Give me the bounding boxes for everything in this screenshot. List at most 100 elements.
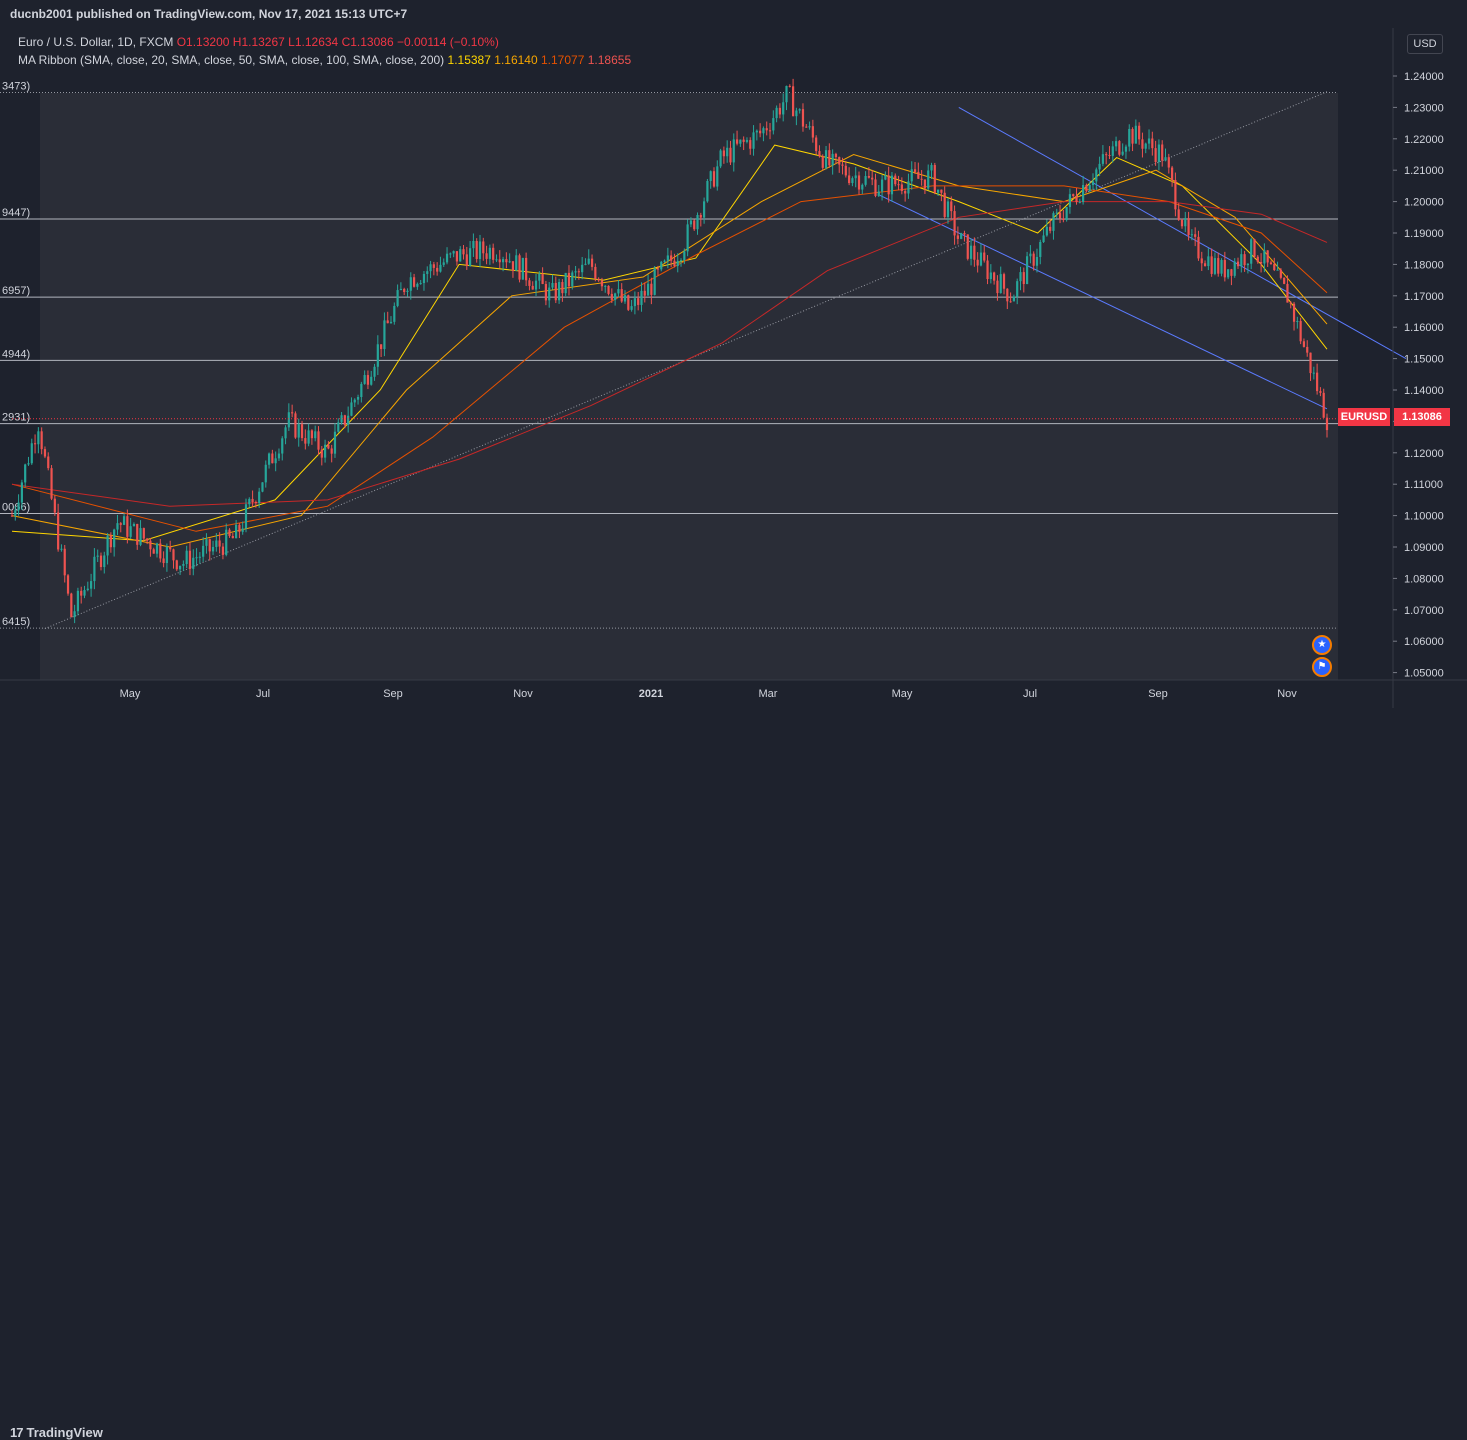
high-value: H1.13267 xyxy=(232,35,285,49)
candle-body xyxy=(986,260,989,280)
candle-body xyxy=(1114,141,1118,147)
price-tick-label: 1.21000 xyxy=(1404,165,1444,177)
time-tick-label: May xyxy=(120,688,141,700)
candle-body xyxy=(188,550,192,569)
candle-body xyxy=(1266,250,1269,263)
candle-body xyxy=(577,271,580,273)
candle-body xyxy=(185,550,188,565)
candle-body xyxy=(231,536,234,539)
candle-body xyxy=(1256,256,1259,262)
ma-ribbon-legend[interactable]: MA Ribbon (SMA, close, 20, SMA, close, 5… xyxy=(18,53,631,67)
candle-body xyxy=(192,557,195,569)
candle-body xyxy=(162,558,165,564)
candle-body xyxy=(640,290,643,305)
candle-body xyxy=(993,272,996,281)
candle-body xyxy=(1082,185,1085,202)
candle-body xyxy=(782,102,785,115)
candle-body xyxy=(182,564,185,566)
candle-body xyxy=(281,438,284,454)
candle-body xyxy=(861,184,864,190)
candle-body xyxy=(719,150,722,167)
ohlc-legend[interactable]: Euro / U.S. Dollar, 1D, FXCM O1.13200 H1… xyxy=(18,35,499,49)
ma-line xyxy=(11,144,1328,542)
candle-body xyxy=(1283,277,1286,284)
candle-body xyxy=(551,282,554,288)
candle-body xyxy=(370,376,373,385)
candle-body xyxy=(1296,321,1299,323)
us-flag-icon[interactable]: ⚑ xyxy=(1312,657,1332,677)
candle-body xyxy=(953,211,956,236)
tradingview-mark-icon: 17 xyxy=(10,1425,24,1440)
candle-body xyxy=(1045,226,1048,236)
ma-ribbon-label: MA Ribbon (SMA, close, 20, SMA, close, 5… xyxy=(18,53,445,67)
candle-body xyxy=(43,449,47,457)
candle-body xyxy=(623,295,627,302)
candle-body xyxy=(950,201,953,212)
candle-body xyxy=(996,280,999,294)
candle-body xyxy=(752,132,755,149)
candle-body xyxy=(445,253,449,263)
candle-body xyxy=(1246,263,1250,266)
candle-body xyxy=(198,556,201,558)
candle-body xyxy=(452,251,455,254)
time-tick-label: 2021 xyxy=(639,688,663,700)
candle-body xyxy=(620,289,623,302)
candle-body xyxy=(215,540,218,547)
candle-body xyxy=(778,107,782,115)
candle-body xyxy=(1180,219,1184,227)
candle-body xyxy=(294,413,297,438)
candle-body xyxy=(1220,260,1223,274)
candle-body xyxy=(17,502,20,511)
candle-body xyxy=(871,177,874,180)
candle-body xyxy=(343,415,346,425)
tradingview-logo[interactable]: 17 TradingView xyxy=(10,1425,103,1440)
candle-body xyxy=(788,85,791,87)
candle-body xyxy=(567,272,571,287)
candle-body xyxy=(30,443,33,464)
price-tick-label: 1.10000 xyxy=(1404,511,1444,523)
candle-body xyxy=(630,306,633,310)
candle-body xyxy=(798,109,801,111)
candle-body xyxy=(99,555,103,568)
time-tick-label: May xyxy=(892,688,913,700)
candle-body xyxy=(864,176,867,185)
candle-body xyxy=(129,526,132,537)
candle-body xyxy=(594,266,597,279)
candle-body xyxy=(1091,181,1095,186)
candle-body xyxy=(706,181,709,202)
price-tick-label: 1.08000 xyxy=(1404,573,1444,585)
candle-body xyxy=(561,282,564,294)
currency-button[interactable]: USD xyxy=(1407,34,1443,54)
candle-body xyxy=(1233,261,1236,276)
candle-body xyxy=(824,150,828,168)
candle-body xyxy=(225,529,228,555)
candle-body xyxy=(103,555,106,568)
candle-body xyxy=(1174,180,1177,210)
candle-body xyxy=(1072,194,1075,196)
candle-body xyxy=(1035,256,1039,266)
candle-body xyxy=(24,464,27,483)
candle-body xyxy=(267,453,271,465)
price-chart[interactable]: 3473) 9447) 6957) 4944) 2931) 0066) 6415) 1.24… xyxy=(0,0,1467,708)
candle-body xyxy=(146,538,149,541)
candle-body xyxy=(314,431,317,439)
candle-body xyxy=(277,453,281,459)
candle-body xyxy=(360,383,363,398)
candle-body xyxy=(178,565,182,570)
candle-body xyxy=(1052,213,1055,231)
candle-body xyxy=(501,259,505,263)
candle-body xyxy=(1177,209,1180,220)
candle-body xyxy=(515,255,518,271)
candle-body xyxy=(386,320,389,324)
eu-flag-icon[interactable]: ★ xyxy=(1312,635,1332,655)
candle-body xyxy=(330,448,333,454)
candle-body xyxy=(1032,253,1035,266)
candle-body xyxy=(907,181,910,194)
candle-body xyxy=(337,422,340,432)
candle-body xyxy=(1111,146,1114,156)
candle-body xyxy=(465,254,468,266)
candle-body xyxy=(50,468,53,499)
candle-body xyxy=(327,444,330,449)
candle-body xyxy=(1184,218,1187,227)
candle-body xyxy=(442,262,445,265)
